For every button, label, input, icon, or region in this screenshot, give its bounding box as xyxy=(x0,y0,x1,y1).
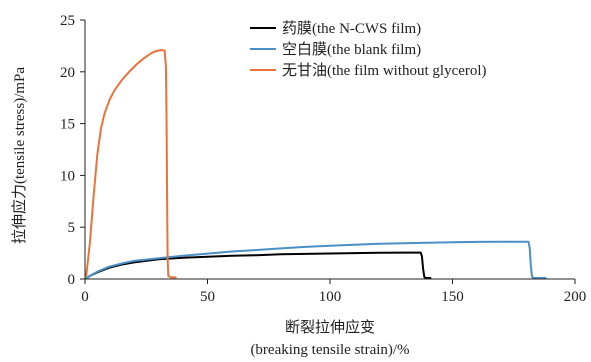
x-tick-label: 0 xyxy=(81,289,89,305)
y-ticks: 0 5 10 15 20 25 xyxy=(60,13,85,288)
x-axis-label: 断裂拉伸应变 xyxy=(285,318,375,336)
y-tick-label: 15 xyxy=(60,117,75,133)
legend-label-1: 药膜(the N-CWS film) xyxy=(282,20,421,37)
y-tick-label: 25 xyxy=(60,13,75,29)
x-ticks: 0 50 100 150 200 xyxy=(81,279,586,305)
series-line-2 xyxy=(85,240,547,280)
x-tick-label: 100 xyxy=(319,289,342,305)
legend-label-2: 空白膜(the blank film) xyxy=(282,41,421,58)
series-line-3 xyxy=(85,49,177,279)
series-line-1 xyxy=(85,251,432,280)
x-tick-label: 50 xyxy=(200,289,215,305)
x-tick-label: 150 xyxy=(441,289,464,305)
y-tick-label: 5 xyxy=(68,220,76,236)
x-tick-label: 200 xyxy=(564,289,587,305)
legend-label-3: 无甘油(the film without glycerol) xyxy=(282,62,487,79)
series-layer xyxy=(85,49,547,280)
y-tick-label: 0 xyxy=(68,272,76,288)
x-axis-label-english: (breaking tensile strain)/% xyxy=(250,342,409,358)
plot-area: 0 50 100 150 200 0 5 10 15 20 25 xyxy=(60,13,586,305)
y-axis-label: 拉伸应力(tensile stress)/mPa xyxy=(10,67,28,244)
legend: 药膜(the N-CWS film) 空白膜(the blank film) 无甘油… xyxy=(250,20,487,79)
y-tick-label: 10 xyxy=(60,168,75,184)
y-tick-label: 20 xyxy=(60,65,75,81)
